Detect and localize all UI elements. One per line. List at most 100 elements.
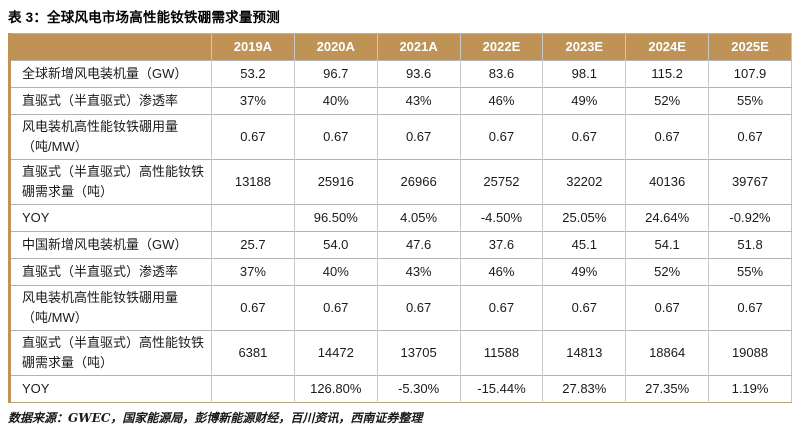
- value-cell: 52%: [625, 258, 709, 286]
- value-cell: 25.7: [211, 231, 295, 259]
- row-label: 风电装机高性能钕铁硼用量（吨/MW）: [9, 285, 212, 331]
- table-row: 风电装机高性能钕铁硼用量（吨/MW） 0.67 0.67 0.67 0.67 0.67 0.…: [9, 285, 792, 331]
- table-row: 直驱式（半直驱式）高性能钕铁硼需求量（吨） 6381 14472 13705 11588…: [9, 330, 792, 376]
- value-cell: -0.92%: [708, 204, 792, 232]
- value-cell: 26966: [376, 159, 461, 205]
- table-row: 中国新增风电装机量（GW） 25.7 54.0 47.6 37.6 45.1 54.1 51.…: [9, 231, 792, 259]
- value-cell: 37%: [211, 87, 295, 115]
- value-cell: 32202: [542, 159, 626, 205]
- header-year-2021A: 2021A: [376, 33, 461, 61]
- value-cell: 6381: [211, 330, 295, 376]
- value-cell: 93.6: [376, 60, 461, 88]
- header-year-2023E: 2023E: [542, 33, 626, 61]
- row-label: 全球新增风电装机量（GW）: [9, 60, 212, 88]
- value-cell: 53.2: [211, 60, 295, 88]
- value-cell: 83.6: [459, 60, 543, 88]
- value-cell: 27.35%: [625, 375, 709, 403]
- value-cell: 0.67: [459, 114, 543, 160]
- row-label: YOY: [9, 375, 212, 403]
- value-cell: 49%: [542, 258, 626, 286]
- header-label-cell: [9, 33, 212, 61]
- value-cell: 40%: [293, 87, 378, 115]
- header-year-2024E: 2024E: [625, 33, 709, 61]
- value-cell: 13705: [376, 330, 461, 376]
- value-cell: 49%: [542, 87, 626, 115]
- value-cell: 52%: [625, 87, 709, 115]
- table-row: 风电装机高性能钕铁硼用量（吨/MW） 0.67 0.67 0.67 0.67 0.67 0.…: [9, 114, 792, 160]
- value-cell: 40%: [293, 258, 378, 286]
- value-cell: [211, 375, 295, 403]
- value-cell: 0.67: [625, 285, 709, 331]
- value-cell: 0.67: [293, 285, 378, 331]
- value-cell: 18864: [625, 330, 709, 376]
- value-cell: 107.9: [708, 60, 792, 88]
- value-cell: 0.67: [376, 114, 461, 160]
- table-header: 2019A 2020A 2021A 2022E 2023E 2024E 2025E: [9, 33, 792, 61]
- value-cell: 126.80%: [293, 375, 378, 403]
- table-body: 全球新增风电装机量（GW） 53.2 96.7 93.6 83.6 98.1 115.2 10…: [9, 60, 792, 403]
- value-cell: -15.44%: [459, 375, 543, 403]
- value-cell: 1.19%: [708, 375, 792, 403]
- value-cell: 55%: [708, 258, 792, 286]
- value-cell: 54.1: [625, 231, 709, 259]
- header-row: 2019A 2020A 2021A 2022E 2023E 2024E 2025E: [9, 33, 792, 61]
- value-cell: 47.6: [376, 231, 461, 259]
- value-cell: 37%: [211, 258, 295, 286]
- table-title: 表 3：全球风电市场高性能钕铁硼需求量预测: [8, 10, 280, 25]
- value-cell: 96.7: [293, 60, 378, 88]
- value-cell: 0.67: [459, 285, 543, 331]
- ndfeb-demand-forecast-table: 2019A 2020A 2021A 2022E 2023E 2024E 2025E 全球新增…: [8, 33, 792, 403]
- table-row: 直驱式（半直驱式）渗透率 37% 40% 43% 46% 49% 52% 55%: [9, 87, 792, 115]
- value-cell: 40136: [625, 159, 709, 205]
- value-cell: 51.8: [708, 231, 792, 259]
- value-cell: 43%: [376, 87, 461, 115]
- value-cell: 115.2: [625, 60, 709, 88]
- row-label: 直驱式（半直驱式）渗透率: [9, 258, 212, 286]
- value-cell: 0.67: [211, 285, 295, 331]
- value-cell: 96.50%: [293, 204, 378, 232]
- value-cell: 0.67: [542, 114, 626, 160]
- value-cell: 14813: [542, 330, 626, 376]
- row-label: 直驱式（半直驱式）高性能钕铁硼需求量（吨）: [9, 159, 212, 205]
- value-cell: 0.67: [376, 285, 461, 331]
- value-cell: 0.67: [708, 285, 792, 331]
- value-cell: 98.1: [542, 60, 626, 88]
- value-cell: 37.6: [459, 231, 543, 259]
- value-cell: 0.67: [708, 114, 792, 160]
- value-cell: 54.0: [293, 231, 378, 259]
- data-source-note: 数据来源：GWEC，国家能源局，彭博新能源财经，百川资讯，西南证券整理: [8, 411, 423, 425]
- row-label: 风电装机高性能钕铁硼用量（吨/MW）: [9, 114, 212, 160]
- value-cell: 19088: [708, 330, 792, 376]
- row-label: YOY: [9, 204, 212, 232]
- value-cell: 4.05%: [376, 204, 461, 232]
- table-row: YOY 126.80% -5.30% -15.44% 27.83% 27.35% 1.19%: [9, 375, 792, 403]
- value-cell: [211, 204, 295, 232]
- value-cell: 46%: [459, 87, 543, 115]
- value-cell: 0.67: [542, 285, 626, 331]
- value-cell: 27.83%: [542, 375, 626, 403]
- value-cell: -5.30%: [376, 375, 461, 403]
- value-cell: 25752: [459, 159, 543, 205]
- table-row: YOY 96.50% 4.05% -4.50% 25.05% 24.64% -0.92%: [9, 204, 792, 232]
- row-label: 中国新增风电装机量（GW）: [9, 231, 212, 259]
- value-cell: 24.64%: [625, 204, 709, 232]
- value-cell: 46%: [459, 258, 543, 286]
- header-year-2020A: 2020A: [293, 33, 378, 61]
- header-year-2019A: 2019A: [211, 33, 295, 61]
- table-row: 直驱式（半直驱式）渗透率 37% 40% 43% 46% 49% 52% 55%: [9, 258, 792, 286]
- value-cell: -4.50%: [459, 204, 543, 232]
- value-cell: 39767: [708, 159, 792, 205]
- row-label: 直驱式（半直驱式）高性能钕铁硼需求量（吨）: [9, 330, 212, 376]
- value-cell: 0.67: [625, 114, 709, 160]
- table-row: 直驱式（半直驱式）高性能钕铁硼需求量（吨） 13188 25916 26966 2575…: [9, 159, 792, 205]
- value-cell: 14472: [293, 330, 378, 376]
- header-year-2022E: 2022E: [459, 33, 543, 61]
- row-label: 直驱式（半直驱式）渗透率: [9, 87, 212, 115]
- value-cell: 0.67: [293, 114, 378, 160]
- value-cell: 0.67: [211, 114, 295, 160]
- value-cell: 11588: [459, 330, 543, 376]
- value-cell: 13188: [211, 159, 295, 205]
- header-year-2025E: 2025E: [708, 33, 792, 61]
- value-cell: 43%: [376, 258, 461, 286]
